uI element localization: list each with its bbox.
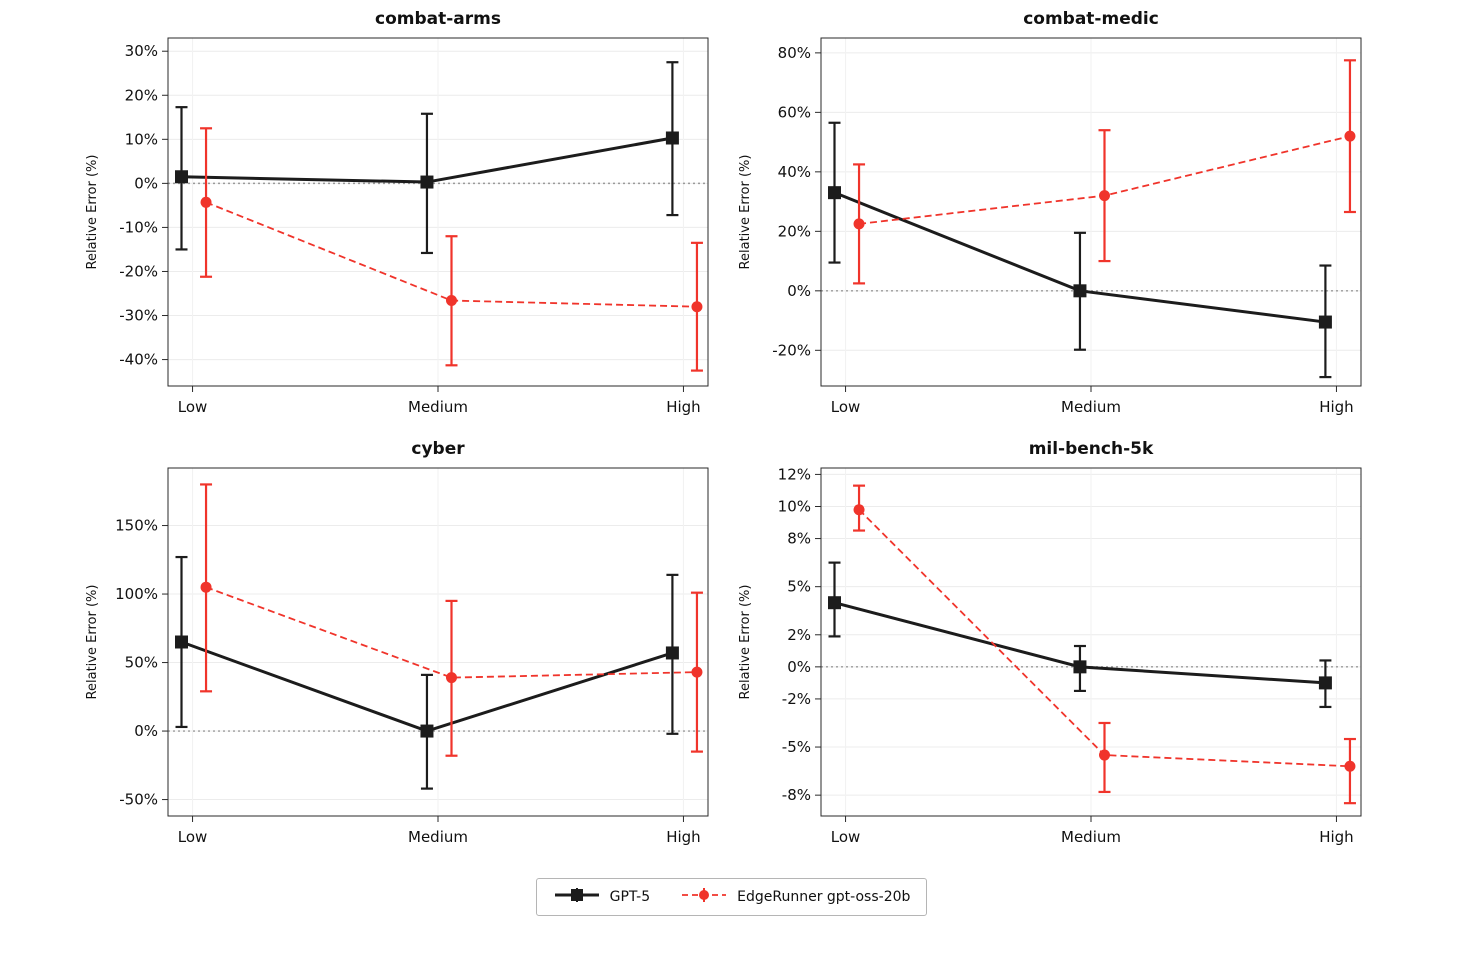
- series-GPT-5: [175, 555, 679, 790]
- x-tick-label: Medium: [408, 828, 468, 846]
- chart-canvas-combat-medic: 80% 60% 40% 20% 0% -20% Low Medium High combat-me…: [738, 9, 1362, 416]
- y-tick-label: -20%: [119, 262, 158, 280]
- y-tick-label: 0%: [134, 174, 158, 192]
- chart-canvas-cyber: 150% 100% 50% 0% -50% Low Medium High cyber Relat…: [85, 439, 709, 846]
- chart-canvas-mil-bench-5k: 12% 10% 8% 5% 2% 0% -2% -5% -8% Low Medium High mil-…: [738, 439, 1362, 846]
- series-EdgeRunner gpt-oss-20b: [200, 127, 703, 372]
- y-axis-label: Relative Error (%): [85, 155, 100, 270]
- series-GPT-5: [175, 61, 679, 255]
- y-tick-label: -40%: [119, 351, 158, 369]
- subplot-combat-arms: 30% 20% 10% 0% -10% -20% -30% -40% Low Medium High…: [78, 4, 723, 432]
- series-GPT-5: [828, 561, 1332, 709]
- y-tick-label: 2%: [787, 626, 811, 644]
- y-axis-label: Relative Error (%): [738, 155, 753, 270]
- x-tick-label: Low: [178, 398, 208, 416]
- x-tick-label: High: [1319, 828, 1353, 846]
- x-tick-label: Low: [178, 828, 208, 846]
- series-EdgeRunner gpt-oss-20b: [200, 483, 703, 757]
- y-axis-label: Relative Error (%): [85, 585, 100, 700]
- series-EdgeRunner gpt-oss-20b: [853, 484, 1356, 805]
- y-tick-label: -50%: [119, 791, 158, 809]
- charts-grid: 30% 20% 10% 0% -10% -20% -30% -40% Low Medium High…: [78, 4, 1376, 862]
- y-tick-label: 0%: [787, 282, 811, 300]
- x-tick-label: Medium: [408, 398, 468, 416]
- y-tick-label: 0%: [134, 722, 158, 740]
- y-tick-label: 0%: [787, 658, 811, 676]
- legend-item-edgerunner: EdgeRunner gpt-oss-20b: [680, 886, 910, 908]
- x-tick-label: Low: [831, 828, 861, 846]
- legend: GPT-5 EdgeRunner gpt-oss-20b: [535, 878, 928, 916]
- x-tick-label: Low: [831, 398, 861, 416]
- legend-label: EdgeRunner gpt-oss-20b: [737, 889, 911, 905]
- y-tick-label: -8%: [782, 786, 811, 804]
- y-tick-label: 10%: [125, 130, 158, 148]
- subplot-combat-medic: 80% 60% 40% 20% 0% -20% Low Medium High combat-me…: [731, 4, 1376, 432]
- chart-title: combat-arms: [375, 9, 501, 29]
- y-tick-label: 10%: [778, 497, 811, 515]
- chart-canvas-combat-arms: 30% 20% 10% 0% -10% -20% -30% -40% Low Medium High…: [85, 9, 709, 416]
- edgerunner-marker-icon: [680, 886, 728, 908]
- y-tick-label: 60%: [778, 103, 811, 121]
- chart-title: cyber: [411, 439, 465, 459]
- chart-title: combat-medic: [1023, 9, 1159, 29]
- x-tick-label: High: [1319, 398, 1353, 416]
- y-tick-label: -5%: [782, 738, 811, 756]
- legend-item-gpt5: GPT-5: [553, 886, 651, 908]
- y-tick-label: -2%: [782, 690, 811, 708]
- y-tick-label: 150%: [115, 517, 158, 535]
- y-tick-label: 12%: [778, 465, 811, 483]
- y-tick-label: 30%: [125, 42, 158, 60]
- y-tick-label: 20%: [125, 86, 158, 104]
- y-tick-label: -10%: [119, 218, 158, 236]
- gpt5-marker-icon: [553, 886, 601, 908]
- y-tick-label: 8%: [787, 530, 811, 548]
- x-tick-label: High: [666, 828, 700, 846]
- y-tick-label: -30%: [119, 307, 158, 325]
- series-EdgeRunner gpt-oss-20b: [853, 59, 1356, 285]
- y-tick-label: 80%: [778, 44, 811, 62]
- y-tick-label: 20%: [778, 222, 811, 240]
- legend-row: GPT-5 EdgeRunner gpt-oss-20b: [0, 878, 1463, 916]
- x-tick-label: Medium: [1061, 828, 1121, 846]
- subplot-cyber: 150% 100% 50% 0% -50% Low Medium High cyber Relat…: [78, 434, 723, 862]
- y-tick-label: -20%: [772, 341, 811, 359]
- y-tick-label: 40%: [778, 163, 811, 181]
- subplot-mil-bench-5k: 12% 10% 8% 5% 2% 0% -2% -5% -8% Low Medium High mil-…: [731, 434, 1376, 862]
- x-tick-label: High: [666, 398, 700, 416]
- y-tick-label: 100%: [115, 585, 158, 603]
- chart-title: mil-bench-5k: [1029, 439, 1154, 459]
- y-tick-label: 5%: [787, 578, 811, 596]
- y-axis-label: Relative Error (%): [738, 585, 753, 700]
- legend-label: GPT-5: [609, 889, 651, 905]
- x-tick-label: Medium: [1061, 398, 1121, 416]
- y-tick-label: 50%: [125, 654, 158, 672]
- series-GPT-5: [828, 121, 1332, 379]
